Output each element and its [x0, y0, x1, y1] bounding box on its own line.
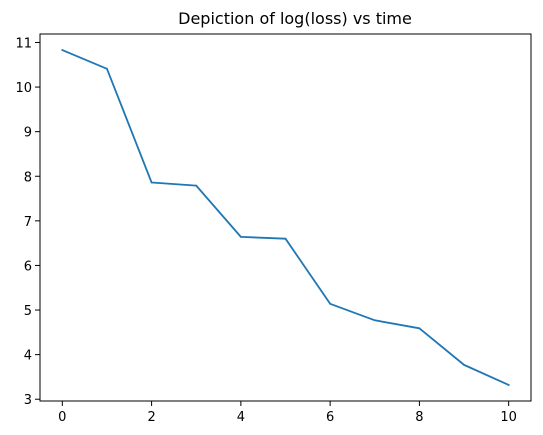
y-tick-label: 3	[24, 393, 32, 408]
data-point	[507, 384, 510, 386]
plot-area	[61, 49, 510, 386]
data-point	[418, 327, 421, 330]
y-tick-label: 10	[15, 81, 32, 96]
y-tick-label: 8	[24, 170, 32, 185]
data-point	[463, 363, 465, 366]
x-tick-label: 2	[147, 410, 155, 425]
x-tick-label: 0	[58, 410, 66, 425]
chart-title: Depiction of log(loss) vs time	[178, 9, 412, 28]
data-point	[239, 235, 242, 238]
y-axis: 3 4 5 6 7 8 9 10 11	[15, 36, 40, 408]
y-tick-label: 9	[24, 126, 32, 141]
series-line-0	[61, 49, 510, 386]
x-tick-label: 4	[237, 410, 245, 425]
data-point	[329, 302, 332, 305]
axes-frame	[39, 33, 532, 402]
data-point	[195, 184, 198, 187]
x-tick-label: 10	[500, 410, 517, 425]
data-point	[150, 181, 153, 184]
x-tick-label: 8	[415, 410, 423, 425]
y-tick-label: 6	[24, 259, 32, 274]
y-tick-label: 5	[24, 304, 32, 319]
data-point	[373, 319, 376, 322]
y-tick-label: 4	[24, 349, 32, 364]
data-point	[284, 237, 287, 240]
data-point	[61, 49, 64, 51]
y-tick-label: 11	[15, 36, 32, 51]
data-point	[106, 67, 108, 70]
x-tick-label: 6	[326, 410, 334, 425]
y-tick-label: 7	[24, 215, 32, 230]
x-axis: 0 2 4 6 8 10	[58, 401, 517, 425]
